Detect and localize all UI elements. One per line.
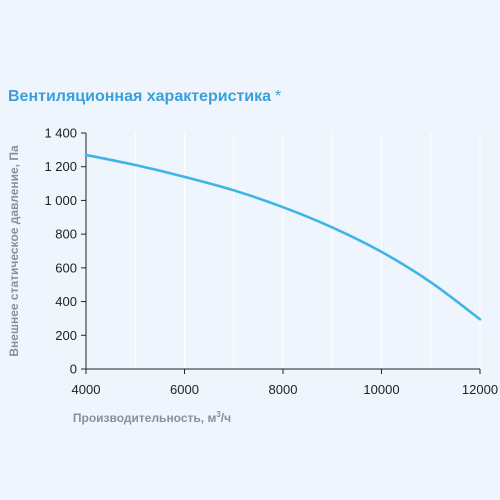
y-tick-label: 1 000 (44, 193, 77, 208)
x-tick-label: 6000 (170, 382, 199, 397)
x-axis-label-main: Производительность, м (73, 411, 217, 425)
y-axis-label: Внешнее статическое давление, Па (7, 145, 21, 357)
chart-title-mark: * (275, 88, 282, 105)
x-tick-label: 8000 (269, 382, 298, 397)
y-tick-label: 1 400 (44, 126, 77, 141)
y-ticks: 0 200 400 600 800 1 000 1 200 1 400 (44, 126, 86, 377)
chart-grid (134, 133, 481, 369)
y-tick-label: 1 200 (44, 159, 77, 174)
y-tick-label: 200 (55, 328, 77, 343)
series-line (84, 153, 482, 321)
x-axis-label-sup: 3 (216, 410, 221, 419)
y-tick-label: 800 (55, 227, 77, 242)
chart-title: Вентиляционная характеристика * (8, 88, 281, 106)
x-ticks: 4000 6000 8000 10000 12000 (72, 369, 498, 397)
x-tick-label: 10000 (363, 382, 399, 397)
x-tick-label: 4000 (72, 382, 101, 397)
chart-title-text: Вентиляционная характеристика (8, 88, 272, 105)
y-tick-label: 600 (55, 260, 77, 275)
x-axis-label: Производительность, м3/ч (73, 410, 231, 425)
y-tick-label: 400 (55, 294, 77, 309)
x-axis-label-tail: /ч (221, 411, 231, 425)
chart-series (84, 153, 482, 321)
y-tick-label: 0 (70, 362, 77, 377)
x-tick-label: 12000 (462, 382, 498, 397)
